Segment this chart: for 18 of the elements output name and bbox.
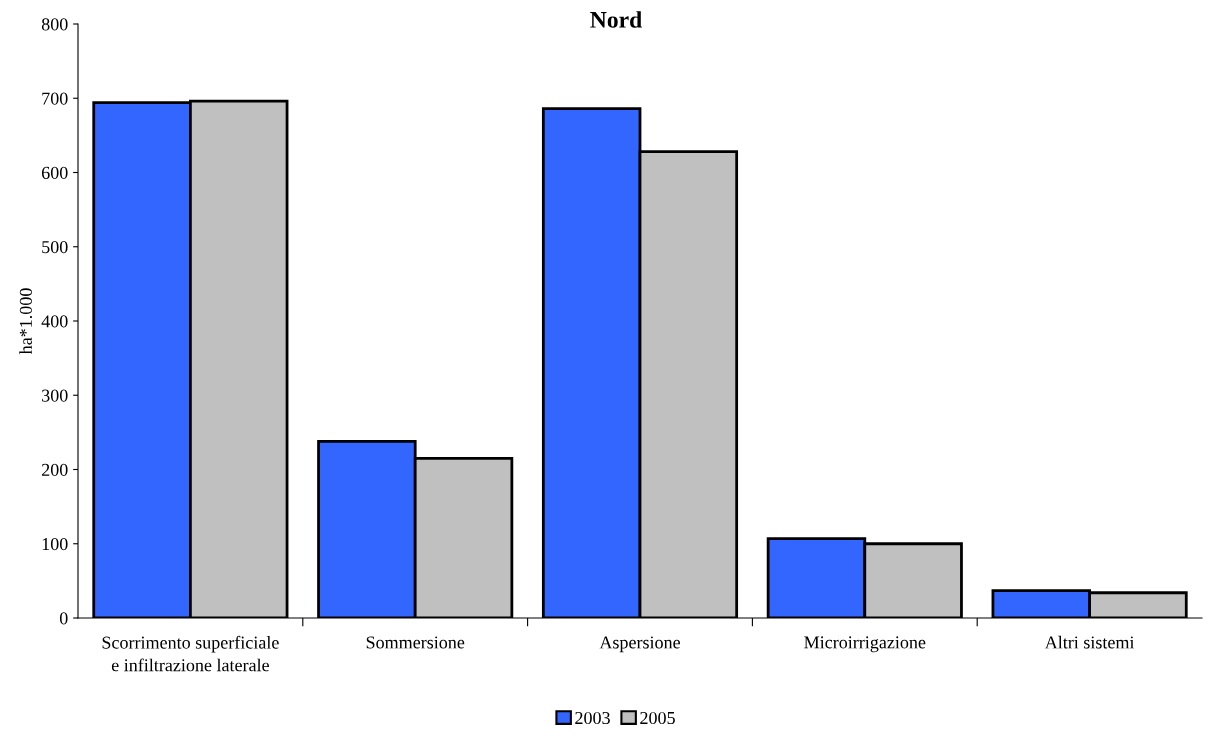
y-tick-label: 100	[42, 538, 68, 551]
x-tick-label: Aspersione	[599, 636, 680, 653]
legend-label: 2003	[575, 711, 610, 725]
y-axis-title: ha*1.000	[19, 288, 33, 355]
y-tick-label: 400	[41, 315, 68, 328]
x-tick-label: Altri sistemi	[1044, 635, 1135, 649]
y-tick-label: 700	[42, 92, 68, 105]
y-tick-label: 600	[41, 166, 68, 179]
y-tick-label: 800	[41, 18, 68, 31]
chart-title: Nord	[590, 11, 642, 28]
legend-label: 2005	[640, 711, 675, 725]
x-tick-label: Microirrigazione	[804, 636, 926, 653]
y-tick-label: 0	[59, 612, 68, 625]
y-tick-label: 200	[41, 463, 68, 476]
x-tick-label: Scorrimento superficiale e infiltrazione laterale	[102, 635, 279, 672]
y-tick-label: 500	[42, 241, 68, 254]
y-tick-label: 300	[42, 389, 68, 402]
x-tick-label: Sommersione	[366, 636, 465, 649]
